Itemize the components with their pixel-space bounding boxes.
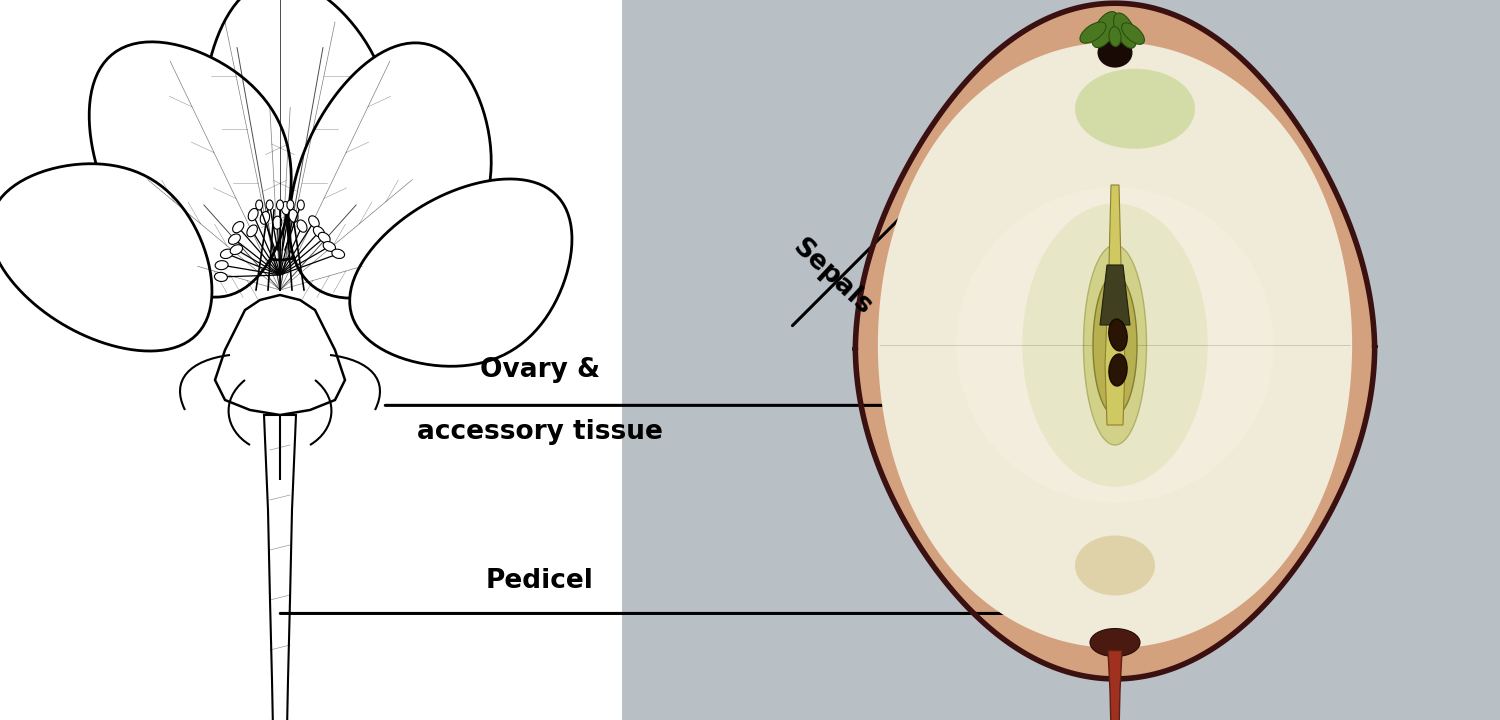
Polygon shape bbox=[88, 42, 291, 297]
Ellipse shape bbox=[1076, 536, 1155, 595]
Ellipse shape bbox=[214, 272, 228, 282]
Ellipse shape bbox=[332, 249, 345, 258]
Ellipse shape bbox=[286, 200, 294, 210]
Ellipse shape bbox=[230, 245, 243, 255]
Ellipse shape bbox=[228, 234, 240, 244]
Ellipse shape bbox=[309, 216, 320, 228]
Ellipse shape bbox=[276, 200, 284, 210]
Polygon shape bbox=[1094, 275, 1137, 415]
Ellipse shape bbox=[1092, 12, 1118, 48]
Polygon shape bbox=[855, 3, 1374, 679]
Ellipse shape bbox=[255, 200, 262, 210]
Ellipse shape bbox=[266, 200, 273, 210]
Bar bbox=[622, 0, 1500, 720]
Polygon shape bbox=[0, 163, 211, 351]
Polygon shape bbox=[350, 179, 572, 366]
Text: Ovary &: Ovary & bbox=[480, 357, 600, 383]
Ellipse shape bbox=[1076, 68, 1196, 149]
Text: Pedicel: Pedicel bbox=[486, 568, 594, 594]
Ellipse shape bbox=[1098, 37, 1132, 68]
Ellipse shape bbox=[214, 261, 228, 270]
Polygon shape bbox=[264, 415, 296, 720]
Ellipse shape bbox=[297, 200, 304, 210]
Polygon shape bbox=[202, 0, 390, 260]
Ellipse shape bbox=[1113, 13, 1137, 48]
Ellipse shape bbox=[1080, 22, 1106, 43]
Polygon shape bbox=[1106, 185, 1125, 425]
Bar bbox=[0, 0, 622, 720]
Ellipse shape bbox=[1090, 629, 1140, 657]
Ellipse shape bbox=[1108, 27, 1120, 47]
Polygon shape bbox=[878, 42, 1352, 648]
Ellipse shape bbox=[260, 212, 270, 224]
Ellipse shape bbox=[290, 210, 298, 222]
Ellipse shape bbox=[282, 202, 291, 215]
Ellipse shape bbox=[1108, 354, 1126, 386]
Polygon shape bbox=[855, 3, 1374, 679]
Ellipse shape bbox=[273, 216, 282, 229]
Ellipse shape bbox=[220, 249, 232, 258]
Polygon shape bbox=[290, 43, 490, 298]
Ellipse shape bbox=[297, 220, 307, 233]
Polygon shape bbox=[1083, 245, 1146, 445]
Text: accessory tissue: accessory tissue bbox=[417, 419, 663, 445]
Polygon shape bbox=[1100, 265, 1130, 325]
Polygon shape bbox=[214, 295, 345, 415]
Ellipse shape bbox=[248, 208, 258, 221]
Ellipse shape bbox=[322, 241, 336, 251]
Ellipse shape bbox=[232, 222, 244, 233]
Polygon shape bbox=[1108, 651, 1122, 720]
Ellipse shape bbox=[314, 226, 324, 238]
Ellipse shape bbox=[956, 187, 1274, 503]
Text: Sepals: Sepals bbox=[788, 234, 877, 320]
Ellipse shape bbox=[248, 225, 258, 237]
Ellipse shape bbox=[1122, 23, 1144, 45]
Ellipse shape bbox=[318, 233, 330, 243]
Ellipse shape bbox=[1108, 319, 1126, 351]
Ellipse shape bbox=[1023, 203, 1208, 487]
